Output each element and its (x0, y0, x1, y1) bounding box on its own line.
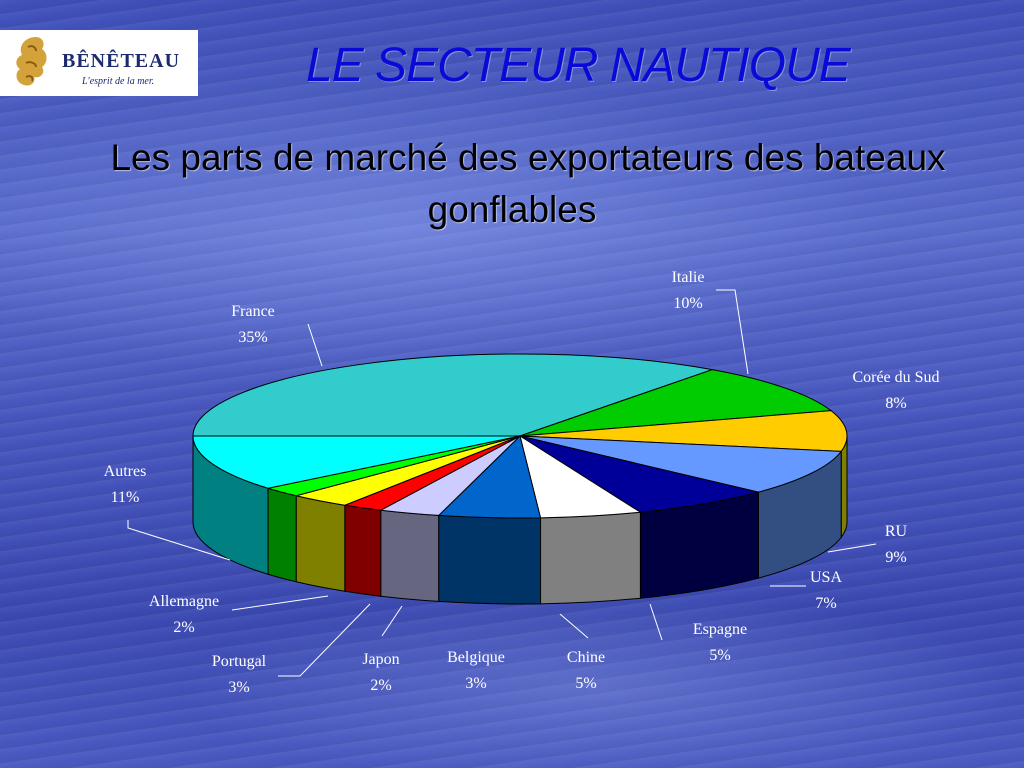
pie-slice-usa (519, 435, 759, 513)
pie-slice-autres (192, 435, 521, 489)
label-category-japon: Japon (362, 651, 399, 668)
leader-line-chine (559, 613, 589, 639)
label-category-cor-e-du-sud: Corée du Sud (852, 369, 939, 386)
label-category-france: France (231, 303, 275, 320)
leader-line-italie (716, 289, 749, 375)
leader-line-ru (827, 543, 877, 553)
pie-slice-cor-e-du-sud (519, 410, 848, 452)
leader-line-japon (381, 605, 403, 637)
pie-side-belgique (380, 509, 440, 602)
label-value-chine: 5% (575, 675, 596, 692)
leader-line-france (307, 323, 323, 367)
pie-side-chine (438, 514, 542, 605)
label-value-portugal: 3% (228, 679, 249, 696)
leader-line-autres (127, 520, 231, 561)
label-value-allemagne: 2% (173, 619, 194, 636)
label-category-usa: USA (810, 569, 842, 586)
label-category-chine: Chine (567, 649, 605, 666)
pie-slice-france (192, 353, 715, 437)
leader-line-portugal (278, 603, 371, 677)
label-value-cor-e-du-sud: 8% (885, 395, 906, 412)
label-value-italie: 10% (673, 295, 702, 312)
pie-slice-italie (519, 369, 833, 437)
label-value-espagne: 5% (709, 647, 730, 664)
slide-title: LE SECTEUR NAUTIQUE (306, 39, 851, 92)
label-category-allemagne: Allemagne (149, 593, 219, 610)
pie-top-faces (192, 353, 848, 519)
pie-side-espagne (540, 511, 641, 605)
slide-subtitle: Les parts de marché des exportateurs des… (0, 132, 1024, 236)
subtitle-line-2: gonflables (427, 189, 597, 230)
logo-tagline: L'esprit de la mer. (82, 76, 155, 87)
label-value-france: 35% (238, 329, 267, 346)
label-category-belgique: Belgique (447, 649, 505, 666)
label-value-autres: 11% (111, 489, 140, 506)
label-category-italie: Italie (672, 269, 705, 286)
pie-labels: France 35% Italie 10% Corée du Sud 8% RU 9% USA 7… (104, 269, 940, 696)
label-category-portugal: Portugal (212, 653, 267, 670)
label-category-espagne: Espagne (693, 621, 747, 638)
label-value-japon: 2% (370, 677, 391, 694)
pie-side-japon (344, 504, 382, 597)
beneteau-logo: BÊNÊTEAU L'esprit de la mer. (0, 30, 198, 96)
label-value-ru: 9% (885, 549, 906, 566)
leader-line-allemagne (231, 595, 329, 611)
pie-side-allemagne (267, 487, 297, 583)
seahorse-logo-icon (16, 37, 47, 86)
pie-slice-ru (519, 435, 843, 493)
logo-brand: BÊNÊTEAU (62, 50, 181, 72)
label-value-belgique: 3% (465, 675, 486, 692)
leader-line-espagne (649, 603, 663, 641)
label-category-autres: Autres (104, 463, 147, 480)
subtitle-line-1: Les parts de marché des exportateurs des… (110, 137, 946, 178)
label-category-ru: RU (885, 523, 908, 540)
label-value-usa: 7% (815, 595, 836, 612)
pie-side-portugal (295, 495, 346, 592)
pie-side-cor-e-du-sud (840, 435, 848, 539)
